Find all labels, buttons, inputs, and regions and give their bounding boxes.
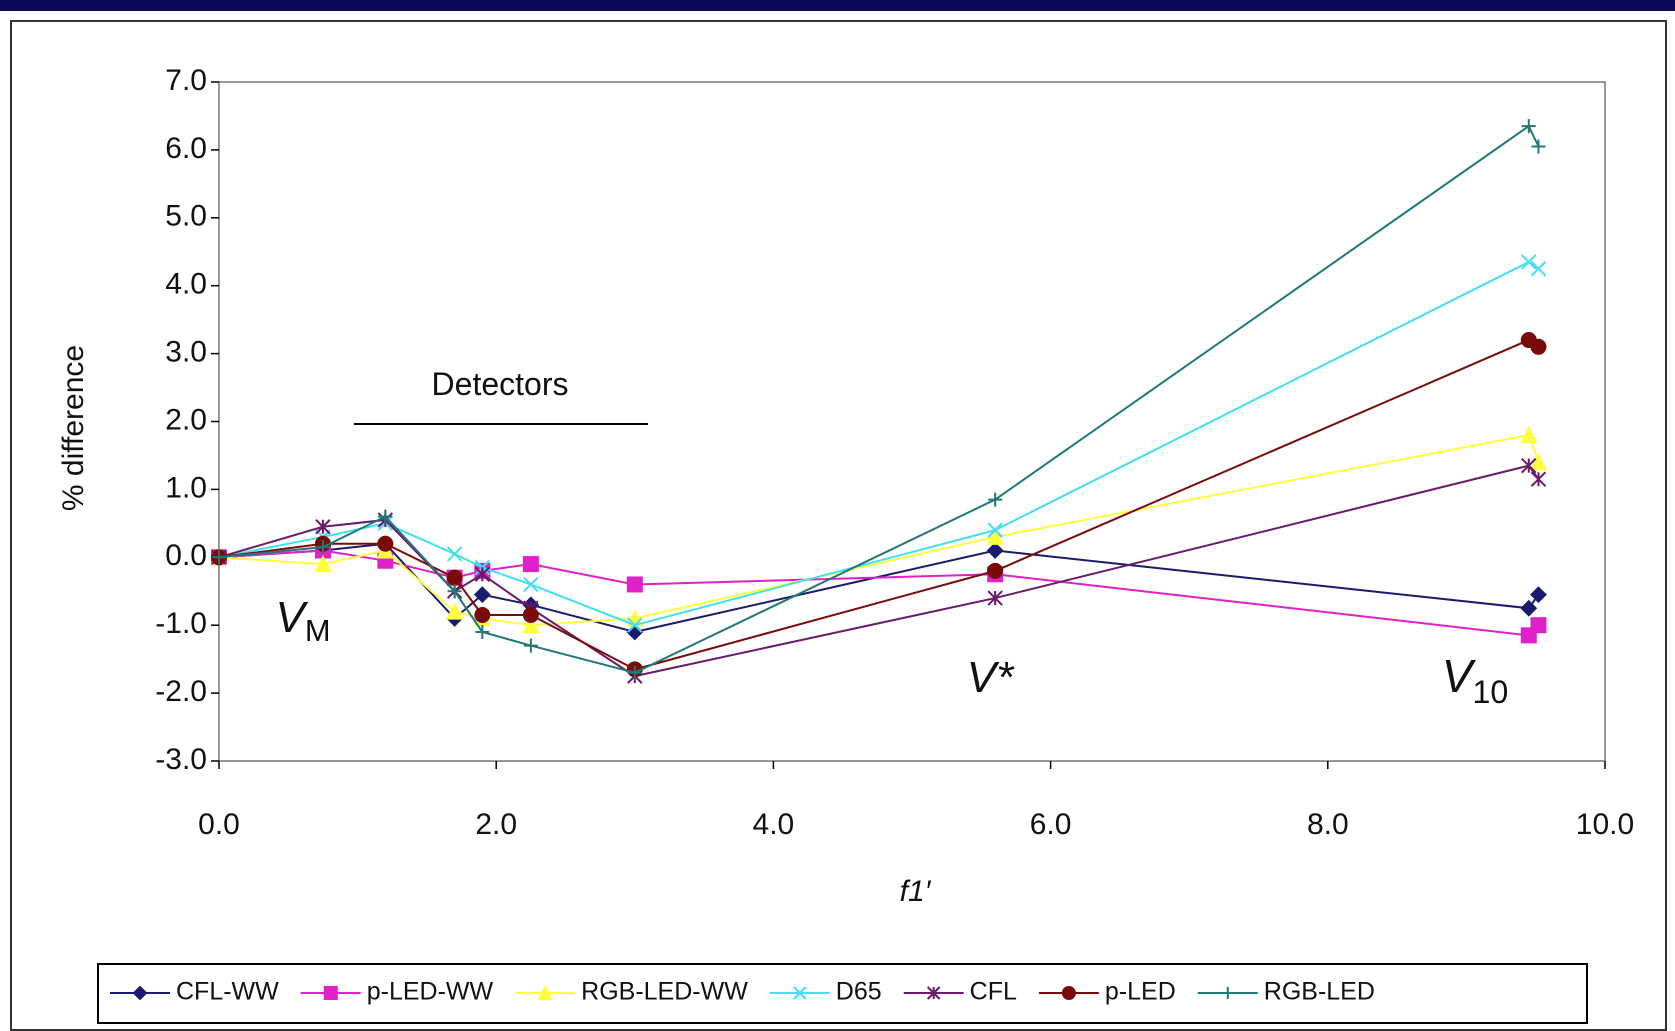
- legend-marker: [926, 986, 941, 1000]
- data-point: [626, 576, 643, 593]
- data-point: [1530, 338, 1547, 355]
- data-point: [1531, 139, 1546, 154]
- y-tick-label: 5.0: [165, 200, 207, 233]
- series-line: [218, 433, 1540, 627]
- series-line: [218, 542, 1540, 634]
- y-axis-label: % difference: [57, 345, 90, 511]
- data-point: [523, 576, 539, 593]
- y-tick-label: 2.0: [165, 403, 207, 436]
- data-point: [1520, 599, 1538, 617]
- legend-marker: [323, 986, 338, 1000]
- data-point: [377, 535, 394, 552]
- y-tick-label: 3.0: [165, 336, 207, 369]
- legend-marker: [793, 986, 807, 1000]
- data-point: [212, 550, 226, 565]
- data-point: [1521, 457, 1537, 474]
- y-tick-label: -1.0: [155, 607, 207, 640]
- data-point: [1530, 261, 1547, 277]
- data-point: [315, 519, 331, 535]
- annotation-sub: 10: [1472, 673, 1508, 709]
- data-point: [1529, 453, 1548, 471]
- data-point: [1521, 119, 1536, 134]
- data-point: [473, 586, 491, 604]
- annotation-text: V: [1442, 650, 1477, 702]
- data-point: [315, 540, 330, 555]
- annotation: V10: [1442, 650, 1509, 709]
- x-tick-label: 2.0: [475, 808, 517, 841]
- data-point: [1530, 617, 1547, 634]
- data-point: [627, 665, 642, 680]
- data-point: [988, 492, 1003, 507]
- y-tick-label: 0.0: [165, 539, 207, 572]
- y-tick-label: 4.0: [165, 268, 207, 301]
- data-point: [987, 522, 1003, 538]
- data-point: [1521, 254, 1537, 270]
- annotation-sub: M: [305, 613, 331, 648]
- legend-label: p-LED-WW: [367, 978, 494, 1006]
- data-point: [447, 584, 462, 599]
- x-tick-label: 10.0: [1576, 808, 1634, 841]
- data-point: [474, 607, 491, 624]
- annotation-text: V: [275, 593, 308, 642]
- x-axis-label: f1′: [900, 875, 932, 908]
- plot-area: [218, 81, 1606, 762]
- y-tick-label: 7.0: [165, 64, 207, 97]
- legend-marker: [1221, 987, 1234, 999]
- legend-label: D65: [836, 978, 882, 1006]
- data-point: [1530, 586, 1547, 604]
- data-point: [522, 615, 540, 634]
- data-point: [446, 546, 463, 562]
- annotation: VM: [275, 593, 330, 649]
- x-tick-label: 8.0: [1307, 808, 1349, 841]
- data-point: [1530, 471, 1547, 487]
- series-line: [218, 260, 1540, 627]
- data-point: [522, 556, 539, 573]
- legend-marker: [132, 985, 148, 1001]
- series-line: [218, 338, 1540, 671]
- legend-label: CFL-WW: [176, 978, 279, 1006]
- annotation: V*: [967, 653, 1015, 702]
- data-point: [986, 527, 1004, 545]
- annotation-text: V*: [967, 653, 1015, 702]
- legend-label: RGB-LED: [1264, 978, 1375, 1006]
- data-point: [446, 602, 464, 620]
- data-point: [1520, 425, 1538, 444]
- legend-label: CFL: [970, 978, 1017, 1006]
- legend-marker: [537, 984, 553, 1000]
- data-point: [446, 569, 463, 586]
- legend-marker: [1061, 986, 1076, 1000]
- series-line: [218, 549, 1540, 637]
- y-tick-label: -2.0: [155, 675, 207, 708]
- y-tick-label: -3.0: [155, 743, 207, 776]
- data-point: [987, 562, 1004, 579]
- y-tick-label: 1.0: [165, 471, 207, 504]
- legend-label: p-LED: [1105, 978, 1176, 1006]
- x-tick-label: 4.0: [753, 808, 795, 841]
- series-line: [218, 124, 1540, 674]
- data-point: [378, 509, 393, 524]
- top-bar: [0, 0, 1675, 11]
- y-tick-label: 6.0: [165, 132, 207, 165]
- data-point: [986, 542, 1004, 559]
- data-point: [523, 638, 538, 653]
- data-point: [474, 566, 491, 582]
- x-tick-label: 6.0: [1030, 808, 1072, 841]
- data-point: [627, 617, 643, 633]
- annotation: Detectors: [432, 366, 569, 402]
- x-tick-label: 0.0: [198, 808, 240, 841]
- data-point: [314, 554, 332, 573]
- legend-label: RGB-LED-WW: [581, 978, 748, 1006]
- annotation-text: Detectors: [432, 366, 569, 402]
- data-point: [522, 607, 539, 624]
- data-point: [475, 624, 490, 639]
- series-line: [218, 464, 1540, 678]
- data-point: [987, 590, 1003, 606]
